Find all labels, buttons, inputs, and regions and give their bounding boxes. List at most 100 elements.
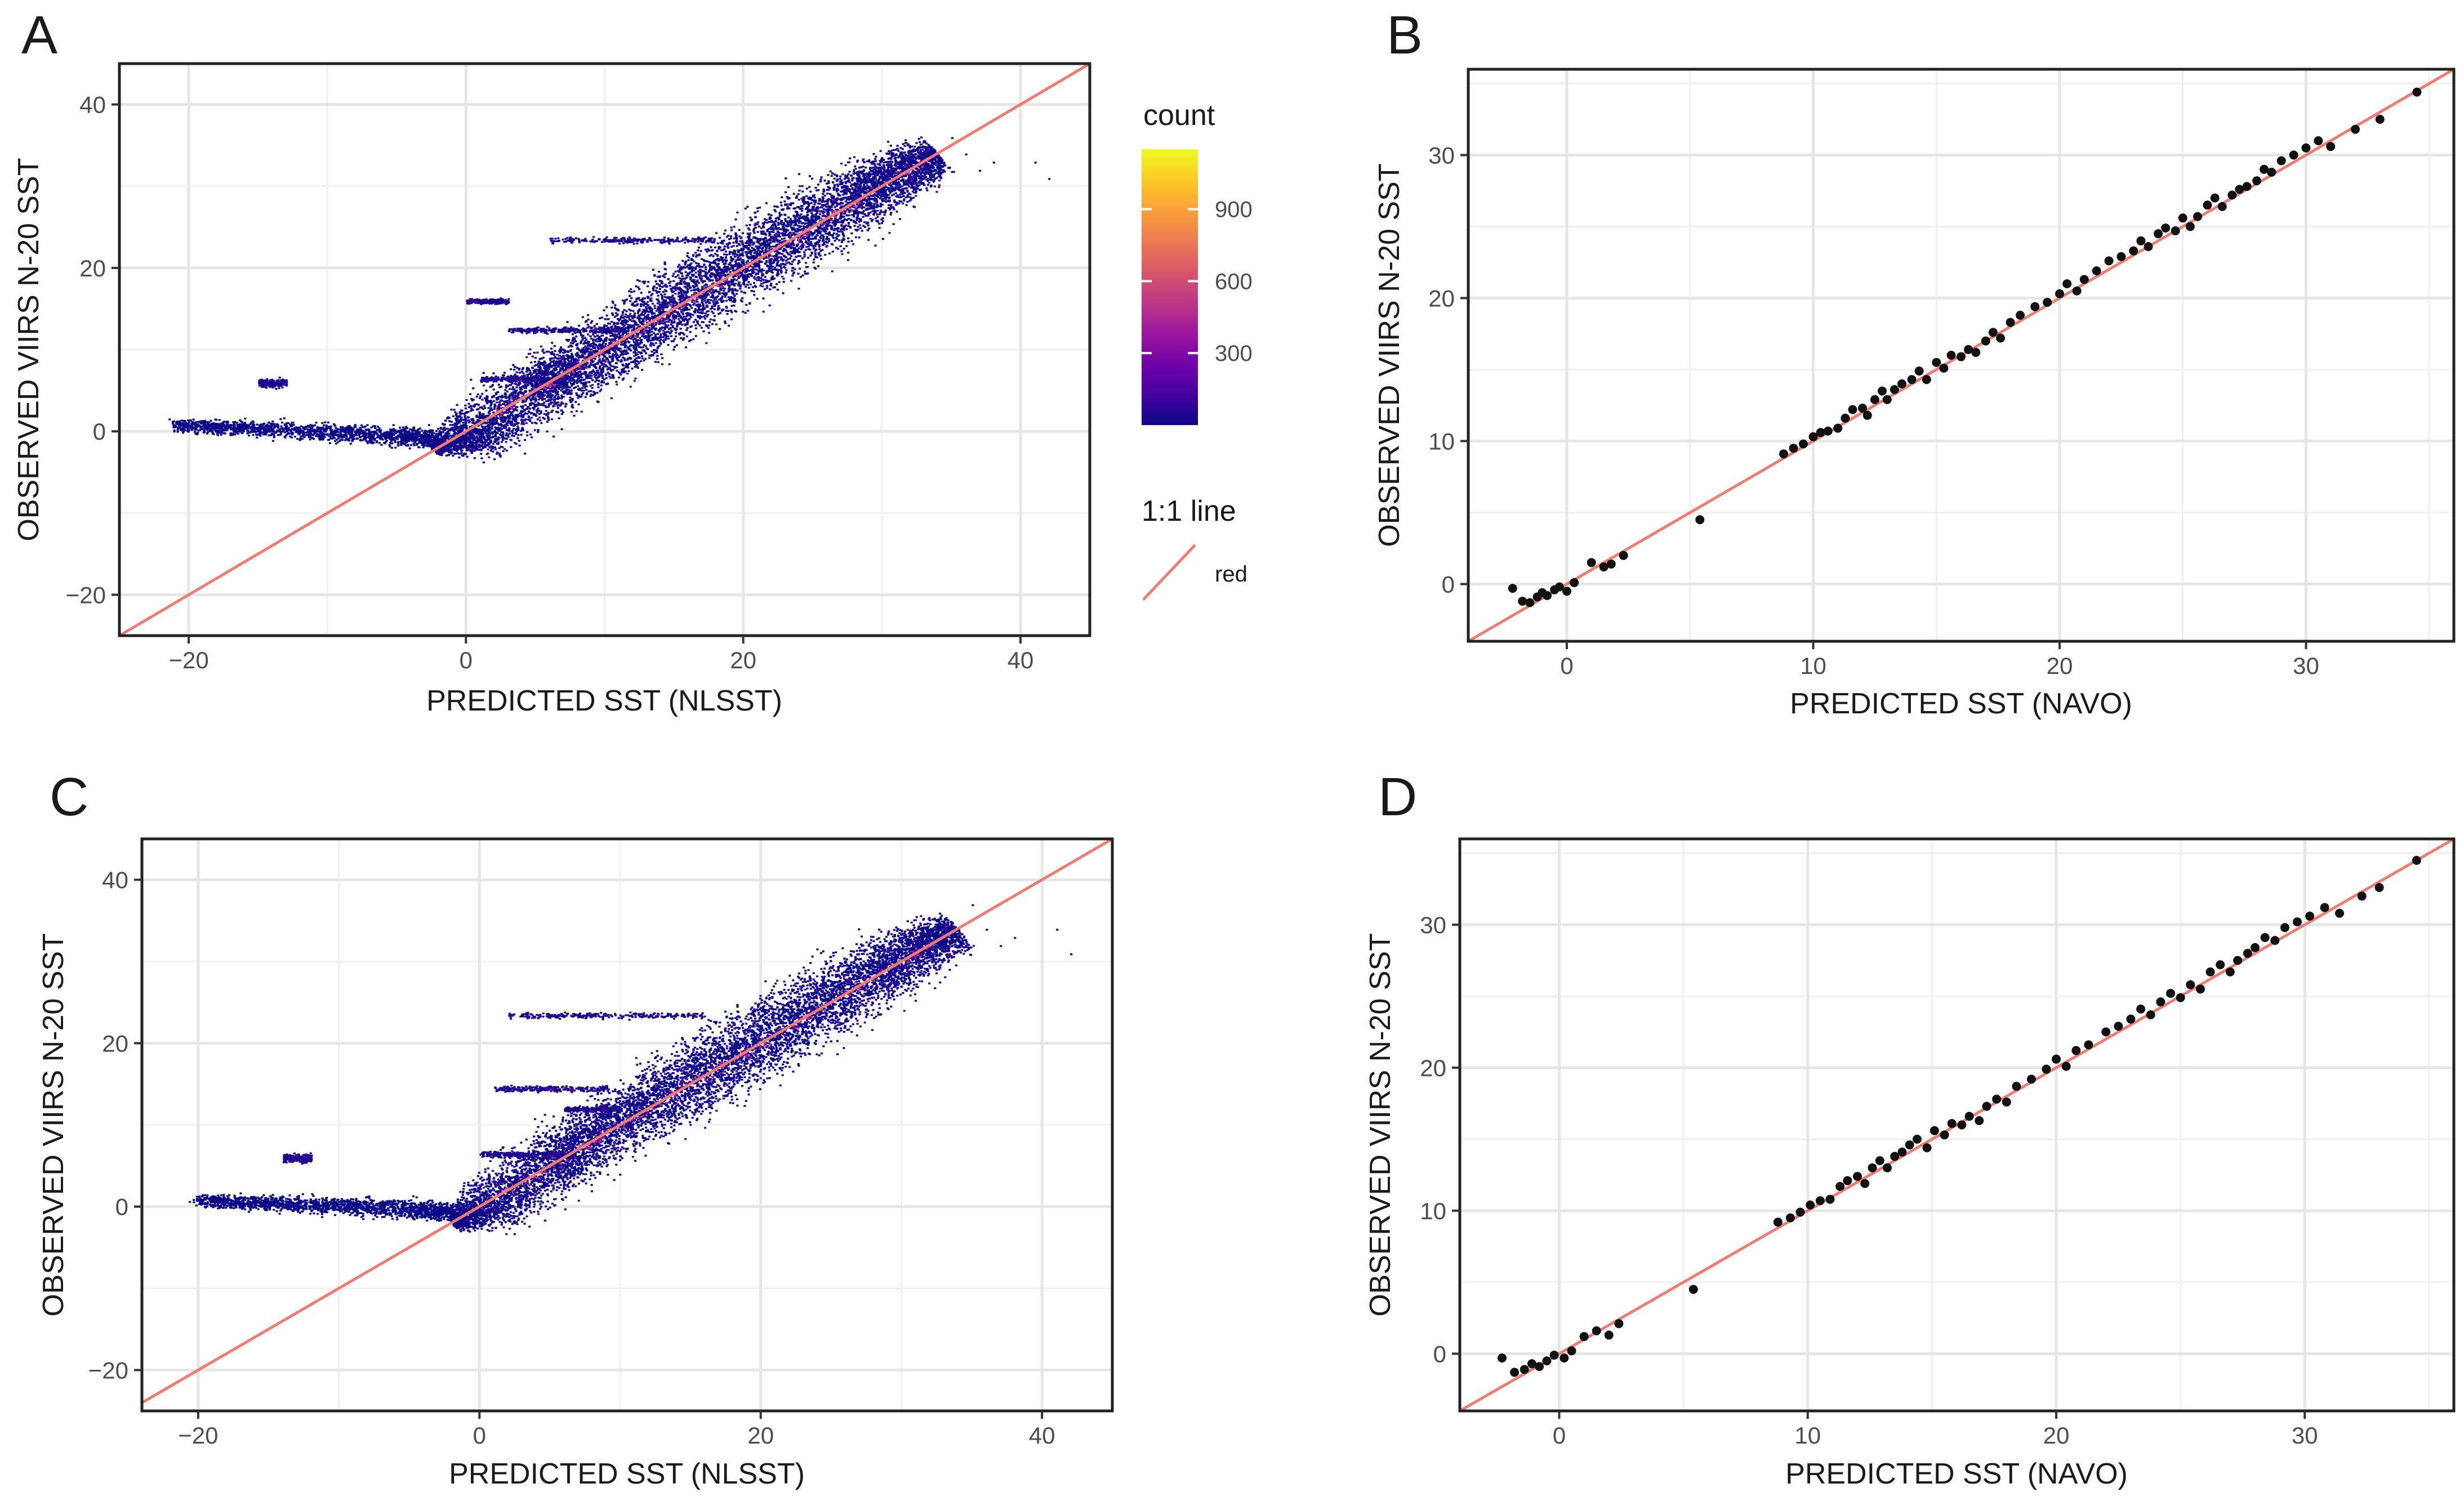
bin-cell: [552, 404, 555, 406]
bin-cell: [565, 387, 568, 389]
bin-cell: [688, 303, 691, 306]
bin-cell: [547, 400, 550, 403]
bin-cell: [690, 258, 693, 260]
bin-cell: [587, 373, 590, 376]
bin-cell: [574, 363, 577, 365]
bin-cell: [487, 412, 490, 414]
bin-cell: [640, 331, 643, 333]
bin-cell: [630, 337, 633, 340]
bin-cell: [636, 323, 639, 326]
bin-cell: [514, 432, 517, 434]
bin-cell: [593, 325, 596, 327]
bin-cell: [671, 301, 674, 303]
bin-cell: [570, 377, 573, 379]
bin-cell: [533, 351, 536, 354]
bin-cell: [577, 403, 580, 405]
bin-cell: [502, 417, 505, 419]
bin-cell: [583, 351, 587, 354]
bin-cell: [640, 314, 643, 316]
bin-cell: [522, 419, 525, 422]
bin-cell: [479, 431, 482, 434]
bin-cell: [684, 266, 687, 269]
bin-cell: [750, 290, 753, 292]
bin-cell: [692, 275, 694, 277]
bin-cell: [533, 429, 536, 431]
bin-cell: [458, 443, 461, 445]
bin-cell: [702, 315, 705, 318]
bin-cell: [445, 427, 448, 430]
bin-cell: [603, 339, 605, 342]
bin-cell: [685, 329, 688, 331]
bin-cell: [531, 384, 534, 386]
bin-cell: [442, 449, 445, 451]
bin-cell: [542, 349, 545, 351]
bin-cell: [558, 373, 561, 376]
bin-cell: [560, 390, 563, 392]
bin-cell: [529, 399, 532, 402]
bin-cell: [493, 458, 496, 461]
bin-cell: [614, 312, 617, 314]
bin-cell: [465, 421, 467, 423]
bin-cell: [506, 399, 509, 402]
bin-cell: [710, 254, 713, 256]
bin-cell: [482, 428, 485, 430]
bin-cell: [484, 431, 487, 434]
bin-cell: [681, 332, 684, 334]
bin-cell: [472, 399, 475, 401]
bin-cell: [658, 314, 661, 316]
bin-cell: [671, 312, 674, 315]
bin-cell: [581, 393, 583, 396]
bin-cell: [493, 431, 496, 434]
bin-cell: [603, 365, 605, 368]
bin-cell: [592, 350, 595, 352]
bin-cell: [671, 306, 674, 309]
bin-cell: [456, 449, 459, 452]
bin-cell: [492, 372, 495, 374]
bin-cell: [641, 323, 644, 325]
bin-cell: [552, 357, 555, 360]
bin-cell: [546, 373, 549, 375]
bin-cell: [640, 339, 643, 341]
bin-cell: [480, 441, 483, 443]
bin-cell: [630, 291, 633, 293]
bin-cell: [510, 374, 513, 377]
bin-cell: [760, 283, 763, 285]
bin-cell: [692, 321, 695, 323]
bin-cell: [467, 431, 470, 434]
bin-cell: [532, 386, 535, 388]
bin-cell: [478, 416, 480, 418]
bin-cell: [629, 349, 632, 352]
bin-cell: [537, 398, 541, 401]
bin-cell: [579, 370, 582, 373]
bin-cell: [583, 352, 586, 355]
bin-cell: [607, 349, 610, 351]
bin-cell: [469, 440, 471, 443]
bin-cell: [623, 302, 626, 304]
bin-cell: [581, 387, 584, 389]
bin-cell: [581, 354, 583, 356]
bin-cell: [619, 331, 622, 334]
bin-cell: [521, 386, 524, 388]
bin-cell: [714, 302, 717, 305]
bin-cell: [596, 391, 599, 394]
bin-cell: [544, 389, 547, 391]
bin-cell: [523, 376, 525, 378]
bin-cell: [529, 352, 532, 355]
bin-cell: [633, 355, 636, 357]
bin-cell: [628, 318, 631, 320]
bin-cell: [475, 403, 478, 405]
bin-cell: [497, 436, 500, 439]
bin-cell: [565, 368, 568, 370]
bin-cell: [481, 444, 484, 446]
bin-cell: [460, 452, 463, 454]
bin-cell: [636, 279, 639, 282]
bin-cell: [744, 292, 747, 294]
bin-cell: [546, 370, 550, 373]
bin-cell: [521, 368, 524, 370]
bin-cell: [711, 279, 714, 282]
bin-cell: [505, 422, 509, 424]
bin-cell: [653, 352, 656, 354]
bin-cell: [592, 331, 595, 334]
bin-cell: [535, 373, 538, 375]
bin-cell: [573, 341, 576, 343]
